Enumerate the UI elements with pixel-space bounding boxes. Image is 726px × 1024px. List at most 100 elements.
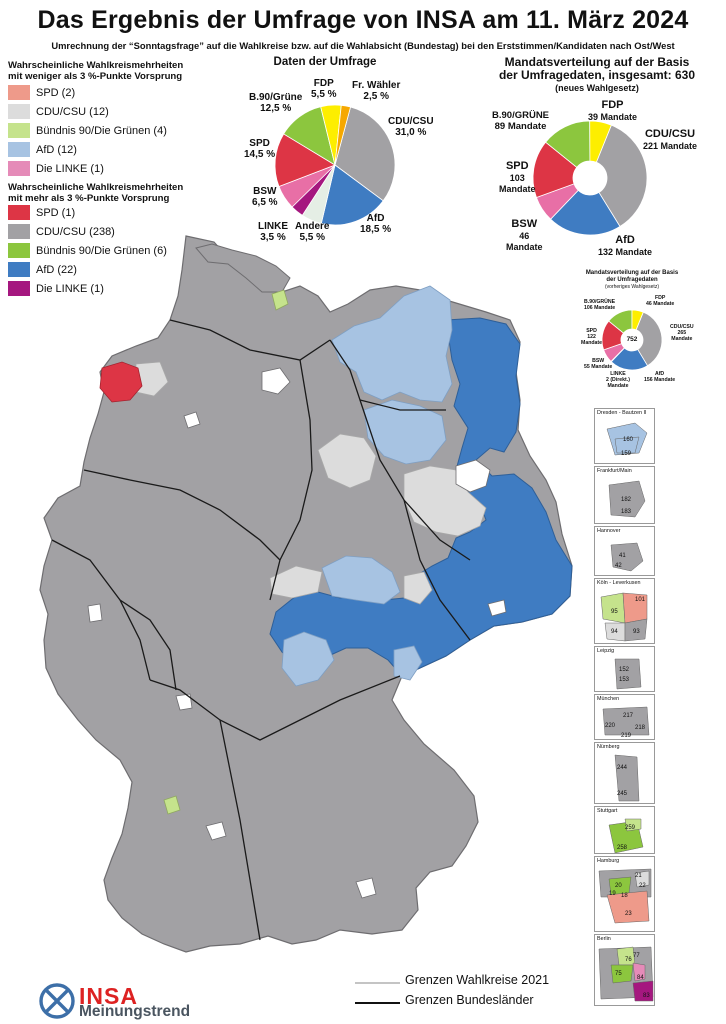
pie-slice-spd	[274, 133, 336, 188]
seats-new-label-fdp-value: 39 Mandate	[588, 111, 638, 122]
seats-old-label-afd-name: AfD	[654, 371, 665, 377]
seats-new-label-cdu-value: 221 Mandate	[643, 140, 698, 151]
survey-label-spd-name: SPD	[249, 138, 270, 149]
seats-new-label-cdu-name: CDU/CSU	[644, 128, 696, 140]
legend-label: AfD (12)	[36, 143, 77, 156]
inset-district-label: 159	[621, 451, 632, 457]
territory-north	[195, 243, 291, 293]
survey-label-fdp-pct: 5,5 %	[311, 89, 337, 100]
seats-old-label-afd-value: 156 Mandate	[644, 376, 676, 383]
seats-old-title-line2: der Umfragedaten	[606, 277, 658, 283]
seats-new-title-line2: der Umfragedaten, insgesamt: 630	[498, 68, 696, 82]
survey-label-afd-name: AfD	[366, 213, 385, 224]
pie-slice-fr-w-hler	[334, 104, 352, 166]
inset-district-label: 219	[621, 733, 632, 739]
inset-district-label: 77	[633, 953, 640, 959]
region-afd-weak-north	[331, 285, 453, 403]
inset-map	[598, 868, 652, 924]
inset-district-label: 259	[625, 825, 636, 831]
seats-old-title-line3: (vorheriges Wahlgesetz)	[604, 284, 659, 290]
inset-district-label: 220	[605, 723, 616, 729]
legend-bundesland-label: Grenzen Bundesländer	[405, 993, 534, 1007]
legend-weak-heading-line2: mit weniger als 3 %-Punkte Vorsprung	[8, 71, 183, 82]
inset-district-label: 101	[635, 597, 646, 603]
inset-region	[634, 870, 650, 888]
legend-swatch	[8, 85, 30, 100]
pie-slice-cdu-csu	[635, 311, 663, 367]
city-hamburg	[261, 367, 291, 395]
legend-label: SPD (2)	[36, 86, 76, 99]
seats-old-total: 752	[626, 336, 638, 343]
city-cologne	[87, 603, 103, 623]
seats-old-label-bsw: BSW 55 Mandate	[584, 358, 612, 371]
seats-old-label-spd-value: 122	[587, 333, 596, 340]
pie-slice-afd	[320, 164, 384, 226]
seats-old-label-linke-name: LINKE	[610, 371, 626, 377]
seats-old-label-linke: LINKE 2 (Direkt.) Mandate	[606, 371, 630, 389]
legend-item: CDU/CSU (238)	[8, 223, 115, 240]
region-afd-weak-vogtland	[393, 645, 423, 681]
city-stuttgart	[205, 821, 227, 841]
inset-region	[632, 962, 646, 982]
inset-region	[632, 980, 654, 1002]
seats-new-title-line1: Mandatsverteilung auf der Basis	[504, 55, 690, 69]
legend-label: CDU/CSU (238)	[36, 225, 115, 238]
inset-district-label: 153	[619, 677, 630, 683]
seats-new-title: Mandatsverteilung auf der Basis der Umfr…	[482, 56, 712, 95]
inset-title: Köln - Leverkusen	[597, 580, 641, 586]
inset-map	[598, 946, 654, 1002]
seats-old-label-spd-value2: Mandate	[581, 339, 603, 346]
inset-k-ln-leverkusen: Köln - Leverkusen 101 95 94 93	[594, 578, 655, 644]
state-border-5	[149, 675, 401, 741]
survey-label-spd: SPD 14,5 %	[244, 138, 275, 160]
seats-new-label-gruene: B.90/GRÜNE 89 Mandate	[492, 110, 549, 132]
survey-label-gruene: B.90/Grüne 12,5 %	[249, 92, 302, 114]
inset-region	[608, 480, 646, 518]
inset-map	[610, 542, 644, 572]
seats-old-label-gruene-name: B.90/GRÜNE	[584, 299, 616, 305]
survey-label-fw-name: Fr. Wähler	[352, 80, 401, 91]
inset-frankfurt-main: Frankfurt/Main 182 183	[594, 466, 655, 524]
survey-label-bsw-name: BSW	[253, 186, 277, 197]
survey-label-fdp: FDP 5,5 %	[311, 78, 337, 100]
legend-item: AfD (12)	[8, 141, 77, 158]
inset-hamburg: Hamburg 21 20 19 22 18 23	[594, 856, 655, 932]
seats-new-label-cdu: CDU/CSU 221 Mandate	[643, 128, 698, 152]
survey-label-gruene-name: B.90/Grüne	[249, 92, 303, 103]
legend-swatch	[8, 224, 30, 239]
seats-new-label-bsw-value2: Mandate	[506, 242, 543, 252]
inset-map	[600, 592, 648, 642]
survey-label-andere: Andere 5,5 %	[295, 221, 329, 243]
inset-title: Leipzig	[597, 648, 615, 654]
seats-old-label-cdu-name: CDU/CSU	[670, 324, 694, 330]
state-border-3	[83, 469, 281, 561]
survey-label-bsw: BSW 6,5 %	[252, 186, 278, 208]
inset-region	[624, 618, 648, 642]
inset-district-label: 23	[625, 911, 632, 917]
inset-map	[606, 422, 648, 456]
region-afd-weak-thuringia	[321, 555, 401, 605]
legend-label: SPD (1)	[36, 206, 76, 219]
seats-old-label-gruene-value: 106 Mandate	[584, 304, 616, 311]
survey-label-bsw-pct: 6,5 %	[252, 197, 278, 208]
inset-district-label: 152	[619, 667, 630, 673]
state-border-10	[119, 599, 177, 691]
seats-old-label-cdu-value2: Mandate	[671, 335, 693, 342]
survey-label-andere-name: Andere	[295, 221, 330, 232]
seats-old-label-afd: AfD 156 Mandate	[644, 371, 676, 384]
seats-new-label-gruene-value: 89 Mandate	[494, 120, 547, 132]
city-bremen	[183, 411, 201, 429]
legend-item: SPD (1)	[8, 204, 75, 221]
inset-district-label: 160	[623, 437, 634, 443]
seats-new-title-line3: (neues Wahlgesetz)	[555, 83, 639, 93]
legend-swatch	[8, 161, 30, 176]
region-spd-strong	[99, 361, 143, 403]
seats-old-label-fdp: FDP 46 Mandate	[646, 295, 674, 308]
legend-swatch	[8, 104, 30, 119]
inset-district-label: 217	[623, 713, 634, 719]
inset-region	[614, 658, 642, 690]
inset-title: München	[597, 696, 620, 702]
legend-item: CDU/CSU (12)	[8, 103, 109, 120]
seats-new-label-fdp-name: FDP	[601, 99, 624, 111]
inset-district-label: 75	[615, 971, 622, 977]
